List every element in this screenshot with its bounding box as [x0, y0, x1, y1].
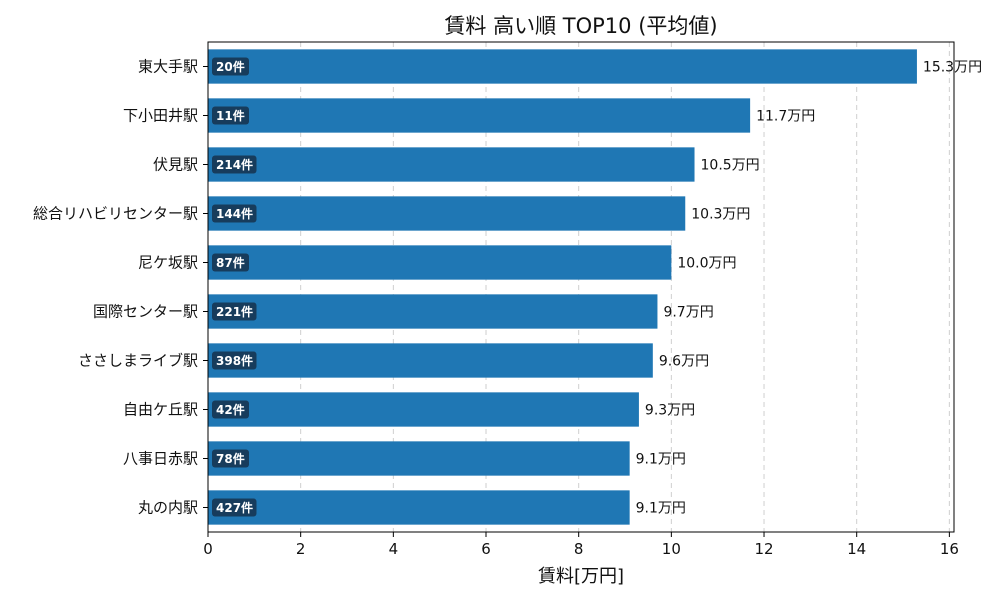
bar [208, 98, 751, 133]
count-label: 42件 [216, 402, 245, 417]
count-label: 20件 [216, 59, 245, 74]
bar [208, 49, 917, 84]
category-label: 尼ケ坂駅 [138, 254, 198, 272]
x-tick-label: 16 [940, 540, 959, 558]
bar [208, 490, 630, 525]
bar [208, 245, 672, 280]
category-label: 国際センター駅 [93, 303, 198, 321]
bar [208, 196, 686, 231]
count-badge [212, 253, 249, 272]
x-tick-label: 12 [754, 540, 773, 558]
bar [208, 147, 695, 182]
x-tick-label: 4 [389, 540, 399, 558]
category-label: 総合リハビリセンター駅 [33, 205, 198, 223]
count-badge [212, 498, 257, 517]
x-axis-label: 賃料[万円] [538, 566, 624, 587]
category-label: 丸の内駅 [138, 499, 198, 517]
value-label: 10.5万円 [701, 158, 760, 174]
count-label: 398件 [216, 353, 253, 368]
count-badge [212, 400, 249, 419]
x-axis-ticks: 0 2 4 6 8 10 12 14 16 [203, 532, 959, 558]
x-tick-label: 14 [847, 540, 866, 558]
count-label: 221件 [216, 304, 253, 319]
x-tick-label: 2 [296, 540, 306, 558]
category-label: 八事日赤駅 [123, 450, 198, 468]
bar [208, 294, 658, 329]
value-label: 10.0万円 [677, 256, 736, 272]
count-badge [212, 302, 257, 321]
value-label: 15.3万円 [923, 60, 982, 76]
count-label: 78件 [216, 451, 245, 466]
bar [208, 392, 639, 427]
count-badge [212, 106, 249, 125]
value-label: 9.6万円 [659, 354, 709, 370]
bar [208, 441, 630, 476]
value-label: 10.3万円 [691, 207, 750, 223]
bar [208, 343, 653, 378]
count-label: 214件 [216, 157, 253, 172]
count-label: 144件 [216, 206, 253, 221]
x-tick-label: 6 [481, 540, 491, 558]
count-badge [212, 449, 249, 468]
category-label: 伏見駅 [153, 156, 198, 174]
value-label: 11.7万円 [756, 109, 815, 125]
value-label: 9.7万円 [663, 305, 713, 321]
x-tick-label: 10 [662, 540, 681, 558]
value-label: 9.3万円 [645, 403, 695, 419]
value-label: 9.1万円 [636, 501, 686, 517]
category-label: 東大手駅 [138, 58, 198, 76]
category-label: ささしまライブ駅 [78, 352, 198, 370]
x-tick-label: 0 [203, 540, 213, 558]
count-label: 87件 [216, 255, 245, 270]
count-badge [212, 204, 257, 223]
count-badge [212, 57, 249, 76]
count-badge [212, 155, 257, 174]
count-label: 427件 [216, 500, 253, 515]
x-tick-label: 8 [574, 540, 584, 558]
value-label: 9.1万円 [636, 452, 686, 468]
count-label: 11件 [216, 108, 245, 123]
category-label: 下小田井駅 [123, 107, 198, 125]
category-label: 自由ケ丘駅 [123, 401, 198, 419]
plot-frame [207, 41, 955, 533]
chart-title: 賃料 高い順 TOP10 (平均値) [444, 14, 717, 38]
count-badge [212, 351, 257, 370]
